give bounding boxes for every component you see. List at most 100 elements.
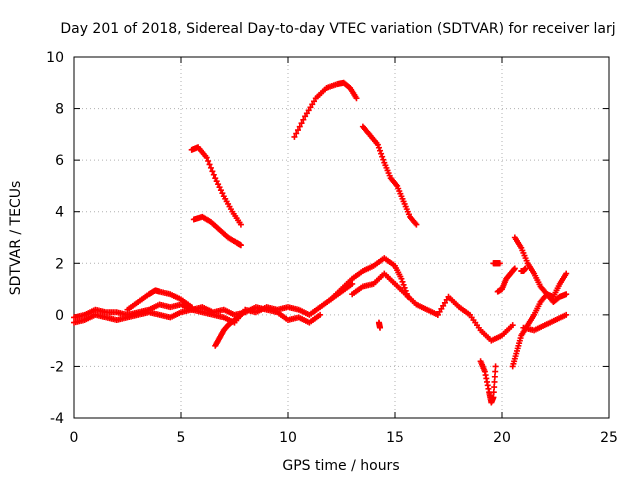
data-point bbox=[203, 154, 210, 161]
data-point bbox=[509, 322, 516, 329]
data-point bbox=[291, 133, 298, 140]
x-tick-label: 25 bbox=[600, 430, 618, 446]
data-point bbox=[398, 275, 405, 282]
series-hump-3to5 bbox=[124, 287, 195, 313]
data-point bbox=[563, 311, 570, 318]
data-point bbox=[434, 311, 441, 318]
data-point bbox=[492, 368, 499, 375]
data-point bbox=[205, 158, 212, 165]
data-point bbox=[436, 308, 443, 315]
data-point bbox=[206, 161, 213, 168]
data-point bbox=[522, 265, 529, 272]
data-point bbox=[377, 324, 384, 331]
series-arc-13.5to16 bbox=[359, 123, 420, 228]
data-point bbox=[207, 164, 214, 171]
series-dip-7 bbox=[212, 311, 244, 349]
data-point bbox=[300, 116, 307, 123]
series-dip-19.5 bbox=[477, 358, 499, 406]
data-point bbox=[307, 104, 314, 111]
data-point bbox=[491, 384, 498, 391]
data-point bbox=[492, 363, 499, 370]
y-axis-label: SDTVAR / TECUs bbox=[8, 181, 24, 296]
data-point bbox=[374, 141, 381, 148]
data-points bbox=[71, 79, 570, 406]
data-point bbox=[317, 311, 324, 318]
data-point bbox=[511, 265, 518, 272]
data-point bbox=[237, 221, 244, 228]
data-point bbox=[399, 278, 406, 285]
data-point bbox=[303, 110, 310, 117]
chart-title: Day 201 of 2018, Sidereal Day-to-day VTE… bbox=[60, 21, 615, 37]
x-tick-label: 5 bbox=[177, 430, 186, 446]
x-tick-label: 10 bbox=[279, 430, 297, 446]
y-tick-label: 10 bbox=[46, 50, 64, 66]
data-point bbox=[380, 156, 387, 163]
series-flat-19.5 bbox=[490, 260, 503, 267]
series-cluster-20.5to23-upper bbox=[511, 234, 570, 300]
y-tick-label: 2 bbox=[55, 256, 64, 272]
data-point bbox=[375, 144, 382, 151]
x-tick-label: 0 bbox=[70, 430, 79, 446]
data-point bbox=[490, 389, 497, 396]
data-point bbox=[400, 281, 407, 288]
series-cluster-21to23-bottom bbox=[520, 311, 570, 334]
data-point bbox=[563, 291, 570, 298]
data-point bbox=[302, 113, 309, 120]
data-point bbox=[353, 95, 360, 102]
data-point bbox=[438, 305, 445, 312]
series-arc-10.3to13.2 bbox=[291, 79, 360, 140]
data-point bbox=[563, 270, 570, 277]
data-point bbox=[491, 373, 498, 380]
data-point bbox=[490, 394, 497, 401]
x-axis-label: GPS time / hours bbox=[282, 458, 399, 474]
axis-tick-labels: 0 5 10 15 20 25 -4 -2 0 2 4 6 8 10 bbox=[46, 50, 618, 446]
data-point bbox=[440, 302, 447, 309]
data-point bbox=[219, 190, 226, 197]
series-rise-12to15 bbox=[327, 255, 411, 303]
data-point bbox=[236, 312, 243, 319]
data-point bbox=[296, 123, 303, 130]
data-point bbox=[311, 98, 318, 105]
data-point bbox=[210, 171, 217, 178]
y-tick-label: -4 bbox=[50, 411, 64, 427]
data-point bbox=[496, 260, 503, 267]
data-point bbox=[217, 187, 224, 194]
data-point bbox=[209, 168, 216, 175]
data-point bbox=[237, 311, 244, 318]
grid bbox=[74, 57, 609, 418]
data-point bbox=[213, 178, 220, 185]
data-point bbox=[216, 184, 223, 191]
data-point bbox=[237, 242, 244, 249]
data-point bbox=[443, 296, 450, 303]
x-tick-label: 15 bbox=[386, 430, 404, 446]
plot-frame bbox=[73, 56, 610, 419]
data-point bbox=[413, 221, 420, 228]
series-arc-5.5to8-upper bbox=[188, 144, 244, 228]
series-arc-5.5to8-lower bbox=[190, 213, 244, 249]
series-baseline-b bbox=[71, 301, 324, 326]
data-point bbox=[379, 153, 386, 160]
data-point bbox=[215, 181, 222, 188]
data-point bbox=[188, 304, 195, 311]
y-tick-label: -2 bbox=[50, 359, 64, 375]
data-point bbox=[212, 175, 219, 182]
series-cluster-14to17 bbox=[349, 270, 441, 318]
series-tail-17to20 bbox=[434, 293, 516, 344]
y-tick-label: 6 bbox=[55, 153, 64, 169]
data-point bbox=[491, 378, 498, 385]
y-tick-label: 4 bbox=[55, 205, 64, 221]
x-tick-label: 20 bbox=[493, 430, 511, 446]
series-flat-21 bbox=[518, 265, 529, 275]
data-point bbox=[294, 127, 301, 134]
data-point bbox=[298, 120, 305, 127]
data-point bbox=[293, 130, 300, 137]
data-point bbox=[441, 299, 448, 306]
y-tick-label: 0 bbox=[55, 308, 64, 324]
data-point bbox=[309, 101, 316, 108]
data-point bbox=[378, 150, 385, 157]
data-point bbox=[349, 280, 356, 287]
series-rise-19.8to20.5 bbox=[494, 265, 518, 295]
data-point bbox=[305, 107, 312, 114]
axis-ticks bbox=[73, 56, 610, 419]
